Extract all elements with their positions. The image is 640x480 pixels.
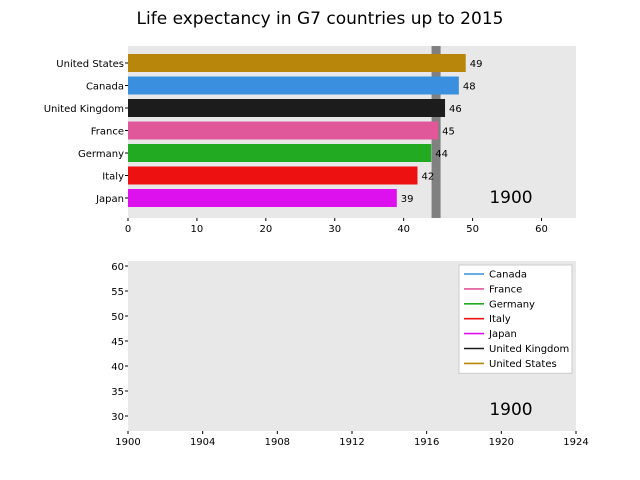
bar-value-label-canada: 48 — [463, 82, 476, 93]
bar-y-tick-label-united-kingdom: United Kingdom — [44, 104, 124, 115]
line-y-tick-label: 35 — [111, 387, 124, 398]
line-y-tick-label: 45 — [111, 337, 124, 348]
bar-japan — [128, 189, 397, 207]
legend-label-france: France — [489, 284, 522, 295]
line-y-tick-label: 40 — [111, 362, 124, 373]
bar-value-label-japan: 39 — [401, 194, 414, 205]
bar-united-states — [128, 54, 466, 72]
line-y-tick-label: 55 — [111, 287, 124, 298]
line-x-tick-labels: 1900 1904 1908 1912 1916 1920 1924 — [115, 431, 589, 448]
bar-y-tick-label-germany: Germany — [78, 149, 124, 160]
bar-united-kingdom — [128, 99, 446, 117]
bar-y-tick-label-canada: Canada — [86, 82, 124, 93]
legend-label-united-states: United States — [489, 359, 557, 370]
bar-italy — [128, 166, 418, 185]
bar-france — [128, 121, 439, 140]
bar-canada — [128, 76, 459, 95]
line-y-tick-label: 60 — [111, 262, 124, 273]
line-x-tick-label: 1908 — [265, 437, 290, 448]
bar-y-tick-labels: United States Canada United Kingdom France G… — [44, 59, 128, 205]
bar-y-tick-label-italy: Italy — [102, 172, 124, 183]
legend-label-japan: Japan — [488, 329, 517, 340]
line-y-tick-label: 30 — [111, 412, 124, 423]
legend-label-italy: Italy — [489, 314, 511, 325]
bar-y-tick-label-japan: Japan — [95, 194, 124, 205]
bar-y-tick-label-united-states: United States — [56, 59, 124, 70]
line-chart-year-label: 1900 — [489, 400, 532, 420]
bar-x-tick-label: 60 — [535, 224, 548, 235]
line-x-tick-label: 1900 — [115, 437, 140, 448]
chart-title: Life expectancy in G7 countries up to 20… — [137, 9, 504, 29]
bar-x-tick-label: 40 — [397, 224, 410, 235]
bar-x-tick-label: 0 — [125, 224, 131, 235]
bar-value-label-italy: 42 — [421, 172, 434, 183]
line-x-tick-label: 1912 — [339, 437, 364, 448]
bar-x-tick-label: 30 — [328, 224, 341, 235]
bar-x-tick-label: 10 — [191, 224, 204, 235]
line-x-tick-label: 1904 — [190, 437, 215, 448]
line-chart-legend: Canada France Germany Italy Japan United King… — [458, 264, 573, 374]
bar-value-label-germany: 44 — [435, 149, 448, 160]
legend-label-united-kingdom: United Kingdom — [489, 344, 569, 355]
line-x-tick-label: 1916 — [414, 437, 439, 448]
bar-germany — [128, 144, 432, 162]
bar-x-tick-labels: 0 10 20 30 40 50 60 — [125, 218, 548, 235]
line-x-tick-label: 1920 — [489, 437, 514, 448]
legend-label-canada: Canada — [489, 270, 527, 281]
line-y-tick-label: 50 — [111, 312, 124, 323]
bar-x-tick-label: 20 — [259, 224, 272, 235]
bar-x-tick-label: 50 — [466, 224, 479, 235]
bar-chart-year-label: 1900 — [489, 188, 532, 208]
bar-y-tick-label-france: France — [91, 127, 124, 138]
legend-label-germany: Germany — [489, 299, 535, 310]
line-x-tick-label: 1924 — [563, 437, 588, 448]
line-y-tick-labels: 30 35 40 45 50 55 60 — [111, 262, 128, 423]
bar-value-label-united-kingdom: 46 — [449, 104, 462, 115]
bar-value-label-united-states: 49 — [470, 59, 483, 70]
bar-value-label-france: 45 — [442, 127, 455, 138]
